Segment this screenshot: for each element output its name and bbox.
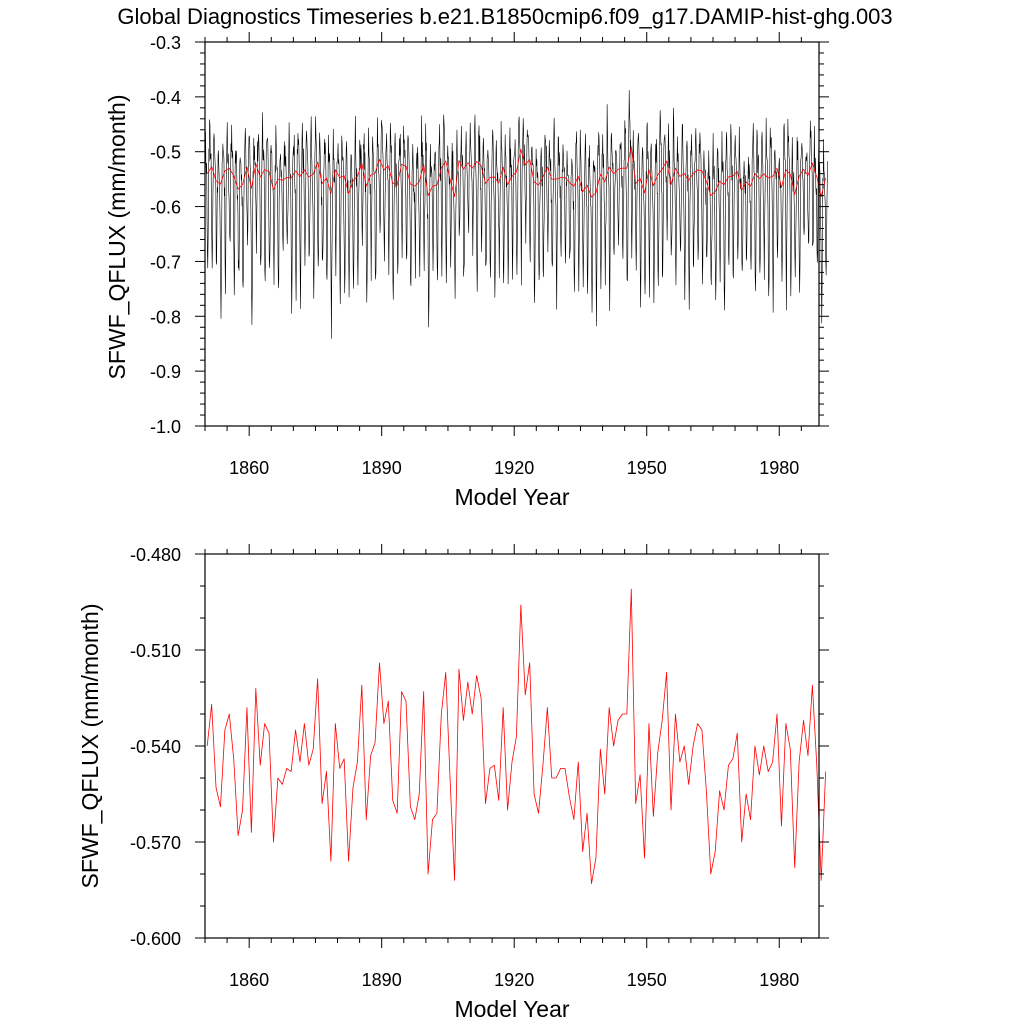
y-tick-label: -0.480 xyxy=(130,545,181,565)
y-tick-label: -0.570 xyxy=(130,833,181,853)
bottom-y-axis-label: SFWF_QFLUX (mm/month) xyxy=(77,604,103,889)
y-tick-label: -0.9 xyxy=(150,362,181,382)
top-y-axis-label: SFWF_QFLUX (mm/month) xyxy=(104,95,130,380)
bottom-x-axis-label: Model Year xyxy=(454,996,569,1022)
y-tick-label: -0.3 xyxy=(150,33,181,53)
top-plot-area xyxy=(204,90,828,339)
x-tick-label: 1950 xyxy=(627,458,667,478)
top-plot-frame xyxy=(204,41,820,427)
series-line-annual xyxy=(206,588,827,884)
x-tick-label: 1920 xyxy=(494,970,534,990)
top-series-monthly xyxy=(204,90,828,339)
y-tick-label: -0.5 xyxy=(150,143,181,163)
top-chart: -1.0 -0.9 -0.8 -0.7 -0.6 -0.5 -0.4 -0.3 1860 189… xyxy=(104,32,829,510)
figure-title: Global Diagnostics Timeseries b.e21.B185… xyxy=(117,4,892,29)
y-tick-label: -0.540 xyxy=(130,737,181,757)
series-line-monthly xyxy=(204,90,828,339)
y-tick-label: -0.4 xyxy=(150,88,181,108)
top-series-annual xyxy=(206,146,827,198)
bottom-chart: -0.600-0.570-0.540-0.510-0.480 1860 1890 1… xyxy=(77,544,829,1022)
x-tick-label: 1950 xyxy=(627,970,667,990)
y-tick-label: -0.600 xyxy=(130,929,181,949)
x-tick-label: 1980 xyxy=(759,970,799,990)
bottom-plot-area xyxy=(206,588,827,884)
bottom-plot-frame xyxy=(204,553,820,939)
y-tick-label: -1.0 xyxy=(150,417,181,437)
bottom-x-tick-labels: 1860 1890 1920 1950 1980 xyxy=(229,970,799,990)
series-line-annual xyxy=(206,146,827,198)
bottom-ticks xyxy=(195,544,829,948)
x-tick-label: 1890 xyxy=(362,458,402,478)
x-tick-label: 1860 xyxy=(229,970,269,990)
y-tick-label: -0.510 xyxy=(130,641,181,661)
bottom-y-tick-labels: -0.600 -0.570 -0.540 -0.510 -0.480 xyxy=(130,545,181,949)
x-tick-label: 1860 xyxy=(229,458,269,478)
x-tick-label: 1920 xyxy=(494,458,534,478)
top-ticks xyxy=(195,32,829,436)
top-y-tick-labels: -1.0 -0.9 -0.8 -0.7 -0.6 -0.5 -0.4 -0.3 xyxy=(150,33,181,437)
top-x-axis-label: Model Year xyxy=(454,484,569,510)
y-tick-label: -0.7 xyxy=(150,252,181,272)
top-x-tick-labels: 1860 1890 1920 1950 1980 xyxy=(229,458,799,478)
y-tick-label: -0.6 xyxy=(150,198,181,218)
bottom-series-annual xyxy=(206,588,827,884)
x-tick-label: 1980 xyxy=(759,458,799,478)
y-tick-label: -0.8 xyxy=(150,307,181,327)
x-tick-label: 1890 xyxy=(362,970,402,990)
